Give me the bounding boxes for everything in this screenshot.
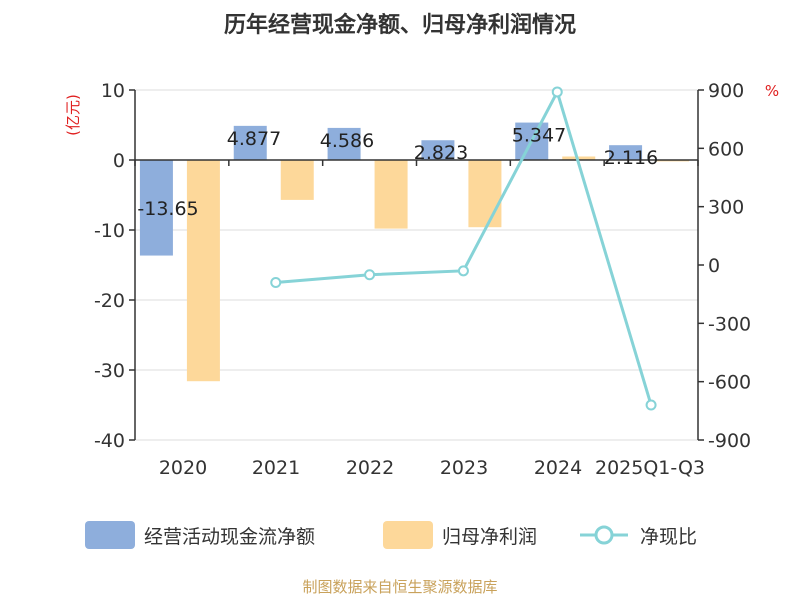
ratio-point bbox=[270, 277, 282, 288]
ratio-point bbox=[645, 399, 657, 411]
chart-title: 历年经营现金净额、归母净利润情况 bbox=[224, 12, 576, 38]
left-tick-label: -10 bbox=[94, 220, 125, 242]
right-tick-label: -600 bbox=[708, 372, 751, 394]
left-tick-label: -20 bbox=[94, 290, 125, 312]
data-label-cashflow: 4.586 bbox=[320, 130, 374, 152]
right-tick-label: -900 bbox=[708, 430, 751, 452]
legend-label-cashflow: 经营活动现金流净额 bbox=[144, 526, 315, 548]
legend-label-ratio: 净现比 bbox=[640, 526, 697, 548]
data-label-cashflow: 2.116 bbox=[604, 147, 658, 169]
data-labels: -13.65 4.877 4.586 2.823 5.347 2.116 bbox=[137, 125, 658, 220]
left-tick-label: 10 bbox=[101, 80, 125, 102]
left-axis-ticks: 10 0 -10 -20 -30 -40 bbox=[94, 80, 135, 452]
left-tick-label: 0 bbox=[113, 150, 125, 172]
legend-swatch-profit bbox=[383, 521, 433, 549]
bars bbox=[139, 122, 690, 382]
right-tick-label: 0 bbox=[708, 255, 720, 277]
right-tick-label: 600 bbox=[708, 138, 744, 160]
legend-marker-ratio bbox=[594, 525, 614, 545]
bar-profit bbox=[562, 156, 596, 160]
bar-profit bbox=[374, 160, 408, 229]
x-tick-label: 2024 bbox=[534, 457, 582, 479]
legend-label-profit: 归母净利润 bbox=[442, 526, 537, 548]
bar-cashflow bbox=[327, 127, 361, 160]
data-label-cashflow: 5.347 bbox=[512, 125, 566, 147]
right-axis-ticks: 900 600 300 0 -300 -600 -900 bbox=[698, 80, 751, 452]
bar-profit bbox=[280, 160, 314, 200]
bar-cashflow bbox=[233, 125, 267, 160]
right-axis-unit: % bbox=[765, 82, 779, 100]
bar-cashflow bbox=[139, 160, 173, 256]
bar-cashflow bbox=[421, 140, 455, 160]
data-label-cashflow: 4.877 bbox=[227, 128, 281, 150]
right-tick-label: -300 bbox=[708, 313, 751, 335]
ratio-line bbox=[270, 86, 657, 411]
bar-profit bbox=[186, 160, 220, 382]
bar-cashflow bbox=[609, 145, 643, 160]
ratio-point bbox=[551, 86, 563, 98]
left-tick-label: -30 bbox=[94, 360, 125, 382]
source-note: 制图数据来自恒生聚源数据库 bbox=[302, 578, 497, 596]
legend-item-cashflow[interactable]: 经营活动现金流净额 bbox=[85, 521, 315, 549]
x-tick-label: 2020 bbox=[159, 457, 207, 479]
left-axis-unit: (亿元) bbox=[64, 94, 82, 136]
right-tick-label: 900 bbox=[708, 80, 744, 102]
legend-item-ratio[interactable]: 净现比 bbox=[580, 525, 697, 548]
right-tick-label: 300 bbox=[708, 197, 744, 219]
x-tick-label: 2022 bbox=[346, 457, 394, 479]
bar-profit bbox=[468, 160, 502, 228]
ratio-point bbox=[457, 265, 469, 277]
legend: 经营活动现金流净额 归母净利润 净现比 bbox=[85, 521, 697, 549]
data-label-cashflow: 2.823 bbox=[414, 142, 468, 164]
x-tick-label: 2023 bbox=[440, 457, 488, 479]
x-tick-label: 2021 bbox=[252, 457, 300, 479]
legend-swatch-cashflow bbox=[85, 521, 135, 549]
ratio-point bbox=[364, 269, 376, 281]
x-axis-ticks: 2020 2021 2022 2023 2024 2025Q1-Q3 bbox=[159, 457, 705, 479]
legend-item-profit[interactable]: 归母净利润 bbox=[383, 521, 537, 549]
x-tick-label: 2025Q1-Q3 bbox=[595, 457, 705, 479]
data-label-cashflow: -13.65 bbox=[137, 198, 198, 220]
left-tick-label: -40 bbox=[94, 430, 125, 452]
